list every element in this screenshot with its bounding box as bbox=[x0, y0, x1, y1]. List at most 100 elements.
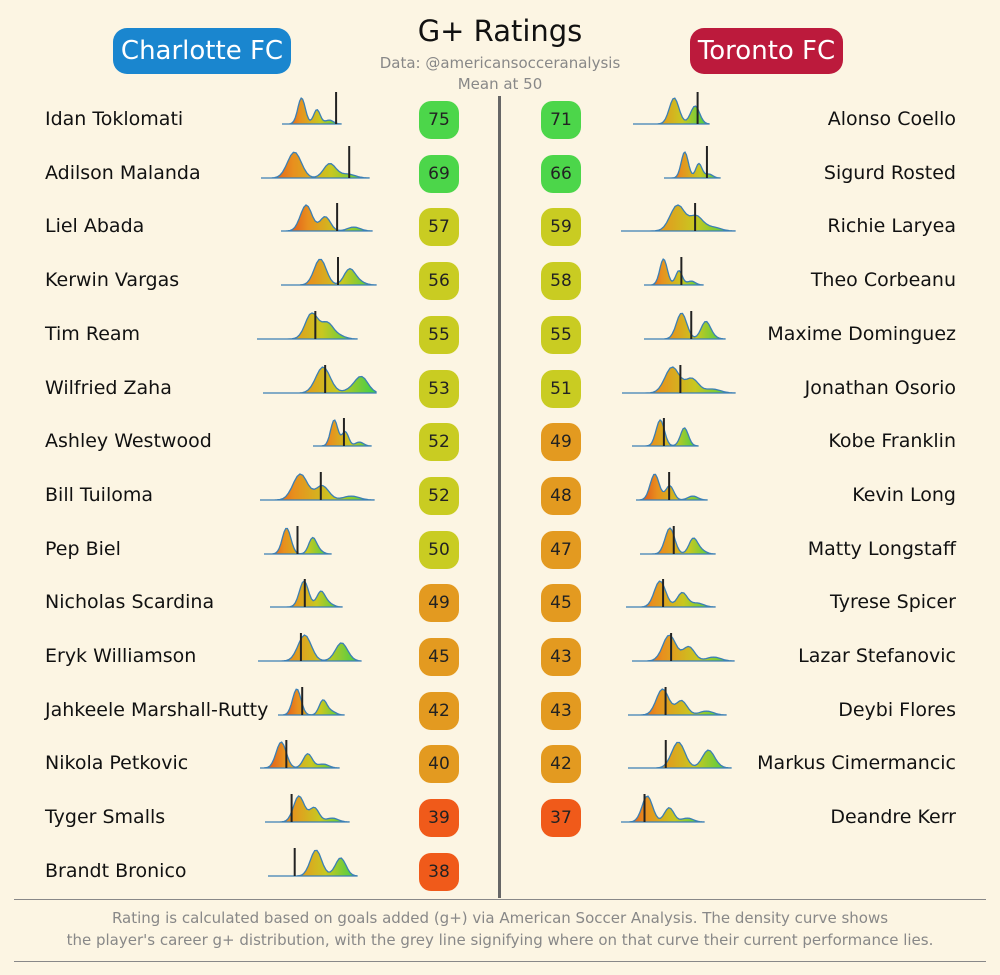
rating-badge: 55 bbox=[419, 315, 459, 354]
density-curve bbox=[260, 740, 340, 770]
rating-badge: 52 bbox=[419, 423, 459, 462]
density-area bbox=[628, 742, 732, 770]
player-name: Wilfried Zaha bbox=[45, 376, 172, 399]
player-name: Tim Ream bbox=[45, 322, 141, 345]
density-curve bbox=[632, 633, 735, 662]
rating-badge: 37 bbox=[541, 799, 581, 838]
density-curve bbox=[278, 686, 345, 716]
density-curve bbox=[664, 145, 721, 179]
rating-badge: 53 bbox=[419, 369, 459, 408]
away-team-label: Toronto FC bbox=[690, 28, 843, 74]
density-curve bbox=[281, 203, 373, 233]
density-curve bbox=[628, 740, 732, 770]
density-area bbox=[263, 365, 377, 394]
density-area bbox=[626, 580, 716, 608]
player-name: Jahkeele Marshall-Rutty bbox=[45, 698, 269, 721]
mean-note: Mean at 50 bbox=[457, 75, 543, 93]
density-curve bbox=[640, 525, 716, 555]
footer-top-rule bbox=[14, 899, 986, 900]
density-curve bbox=[268, 847, 358, 877]
rating-badge: 42 bbox=[419, 691, 459, 730]
player-name: Tyger Smalls bbox=[45, 806, 166, 829]
player-name: Tyrese Spicer bbox=[830, 591, 956, 614]
density-area bbox=[640, 526, 716, 555]
density-area bbox=[628, 687, 727, 716]
density-curve bbox=[313, 418, 372, 447]
player-name: Matty Longstaff bbox=[807, 537, 956, 560]
rating-badge: 42 bbox=[541, 745, 581, 784]
density-area bbox=[268, 849, 358, 877]
density-area bbox=[281, 258, 377, 286]
density-curve bbox=[628, 686, 727, 716]
density-area bbox=[261, 151, 370, 179]
player-name: Nicholas Scardina bbox=[45, 591, 215, 614]
rating-badge: 69 bbox=[419, 154, 459, 193]
density-area bbox=[270, 580, 343, 608]
density-area bbox=[260, 741, 340, 770]
density-curve bbox=[644, 257, 704, 286]
rating-badge: 39 bbox=[419, 799, 459, 838]
player-name: Maxime Dominguez bbox=[767, 322, 956, 345]
footer-bottom-rule bbox=[14, 961, 986, 962]
player-name: Kerwin Vargas bbox=[45, 269, 180, 292]
home-team-label: Charlotte FC bbox=[113, 28, 291, 74]
rating-badge: 47 bbox=[541, 530, 581, 569]
player-name: Ashley Westwood bbox=[45, 430, 212, 453]
rating-badge: 43 bbox=[541, 691, 581, 730]
player-name: Deandre Kerr bbox=[830, 806, 956, 829]
player-name: Sigurd Rosted bbox=[823, 161, 956, 184]
density-area bbox=[621, 204, 736, 233]
density-curve bbox=[258, 633, 362, 662]
density-area bbox=[260, 473, 375, 501]
density-area bbox=[636, 473, 708, 501]
player-name: Markus Cimermancic bbox=[757, 752, 956, 775]
player-name: Liel Abada bbox=[45, 215, 145, 238]
density-area bbox=[257, 312, 358, 340]
density-area bbox=[633, 97, 710, 125]
rating-badge: 38 bbox=[419, 852, 459, 891]
rating-badge: 56 bbox=[419, 262, 459, 301]
density-area bbox=[644, 312, 726, 340]
footnote-line-2: the player's career g+ distribution, wit… bbox=[66, 931, 934, 949]
density-area bbox=[622, 365, 736, 394]
density-area bbox=[621, 795, 705, 823]
rating-badge: 45 bbox=[541, 584, 581, 623]
density-area bbox=[664, 150, 721, 179]
density-area bbox=[264, 527, 332, 555]
player-name: Alonso Coello bbox=[827, 108, 956, 130]
player-name: Richie Laryea bbox=[827, 215, 956, 238]
density-curve bbox=[263, 364, 377, 394]
rating-badge: 57 bbox=[419, 208, 459, 247]
density-curve bbox=[282, 92, 342, 125]
density-area bbox=[644, 258, 704, 286]
density-area bbox=[632, 634, 735, 662]
density-area bbox=[258, 634, 362, 662]
density-area bbox=[281, 204, 373, 233]
density-curve bbox=[265, 794, 350, 823]
density-curve bbox=[621, 794, 705, 823]
rating-badge: 59 bbox=[541, 208, 581, 247]
chart-title: G+ Ratings bbox=[417, 14, 583, 48]
rating-badge: 45 bbox=[419, 638, 459, 676]
player-name: Nikola Petkovic bbox=[45, 752, 189, 775]
density-curve bbox=[622, 364, 736, 394]
rating-badge: 75 bbox=[419, 101, 459, 139]
density-curve bbox=[636, 471, 708, 501]
player-name: Brandt Bronico bbox=[45, 859, 187, 882]
density-curve bbox=[633, 92, 710, 125]
footnote-line-1: Rating is calculated based on goals adde… bbox=[111, 909, 889, 927]
rating-badge: 51 bbox=[541, 369, 581, 408]
density-area bbox=[632, 419, 699, 447]
density-curve bbox=[626, 579, 716, 608]
center-divider bbox=[498, 96, 501, 898]
rating-badge: 43 bbox=[541, 638, 581, 676]
player-name: Theo Corbeanu bbox=[810, 269, 956, 292]
density-curve bbox=[260, 471, 375, 501]
data-source: Data: @americansocceranalysis bbox=[379, 54, 621, 72]
density-curve bbox=[264, 525, 332, 555]
density-curve bbox=[261, 145, 370, 179]
rating-badge: 49 bbox=[419, 584, 459, 623]
density-curve bbox=[644, 310, 726, 340]
rating-badge: 40 bbox=[419, 745, 459, 784]
player-name: Eryk Williamson bbox=[45, 645, 197, 667]
